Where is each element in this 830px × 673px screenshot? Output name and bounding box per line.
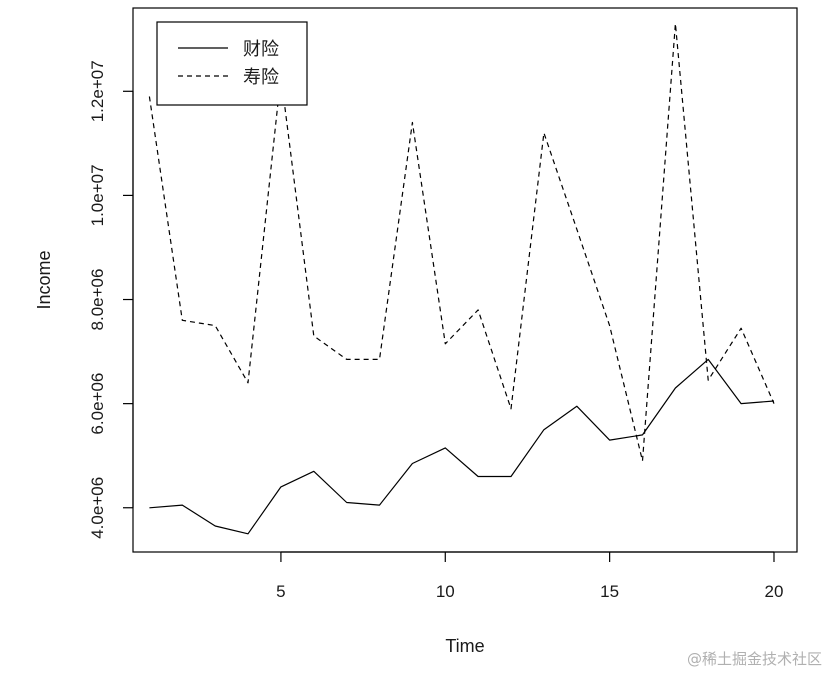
x-tick-label: 5 bbox=[276, 582, 285, 601]
series-line-1 bbox=[149, 358, 775, 535]
x-axis-title: Time bbox=[445, 636, 484, 656]
x-tick-label: 15 bbox=[600, 582, 619, 601]
y-axis: 4.0e+06 6.0e+06 8.0e+06 1.0e+07 1.2e+07 bbox=[88, 60, 134, 539]
y-tick-label: 1.0e+07 bbox=[88, 164, 107, 226]
series-layer bbox=[148, 23, 775, 535]
x-axis: 5 10 15 20 bbox=[276, 551, 784, 601]
y-tick-label: 1.2e+07 bbox=[88, 60, 107, 122]
watermark: @稀土掘金技术社区 bbox=[687, 650, 822, 668]
legend-label-series-1: 财险 bbox=[243, 39, 279, 59]
legend-label-series-2: 寿险 bbox=[243, 67, 279, 87]
legend-box bbox=[156, 21, 308, 106]
y-tick-label: 6.0e+06 bbox=[88, 373, 107, 435]
x-tick-label: 10 bbox=[436, 582, 455, 601]
y-axis-title: Income bbox=[34, 250, 54, 309]
y-tick-label: 4.0e+06 bbox=[88, 477, 107, 539]
x-tick-label: 20 bbox=[765, 582, 784, 601]
legend: 财险 寿险 bbox=[156, 21, 308, 106]
y-tick-label: 8.0e+06 bbox=[88, 269, 107, 331]
